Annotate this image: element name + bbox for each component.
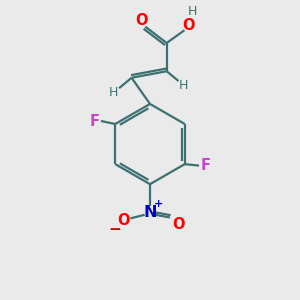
Text: O: O: [182, 18, 194, 33]
Text: F: F: [201, 158, 211, 173]
Text: H: H: [179, 79, 189, 92]
Text: −: −: [108, 222, 121, 237]
Text: +: +: [154, 199, 163, 209]
Text: H: H: [188, 5, 197, 18]
Text: H: H: [109, 86, 119, 99]
Text: F: F: [89, 113, 99, 128]
Text: N: N: [143, 205, 157, 220]
Text: O: O: [118, 213, 130, 228]
Text: O: O: [135, 13, 148, 28]
Text: O: O: [172, 217, 184, 232]
